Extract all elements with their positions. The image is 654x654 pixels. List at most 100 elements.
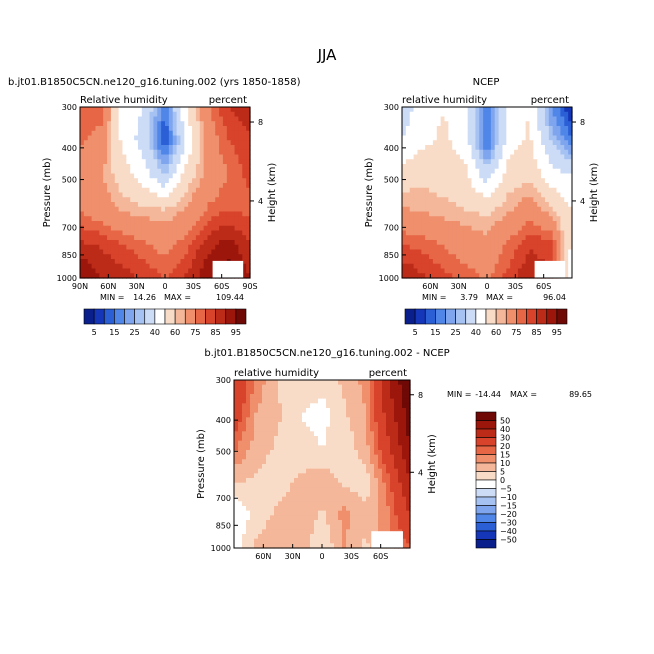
heatmap-cell xyxy=(254,534,259,540)
heatmap-cell xyxy=(506,178,511,184)
heatmap-cell xyxy=(517,111,523,118)
heatmap-cell xyxy=(502,187,507,194)
heatmap-cell xyxy=(568,149,573,156)
heatmap-cell xyxy=(541,211,546,217)
heatmap-cell xyxy=(176,159,182,165)
heatmap-cell xyxy=(448,202,453,208)
heatmap-cell xyxy=(130,197,135,203)
heatmap-cell xyxy=(274,422,279,428)
heatmap-cell xyxy=(122,183,127,189)
heatmap-cell xyxy=(517,116,523,122)
heatmap-cell xyxy=(456,173,461,179)
heatmap-cell xyxy=(533,168,538,175)
heatmap-cell xyxy=(326,534,331,540)
heatmap-cell xyxy=(118,149,124,156)
heatmap-cell xyxy=(246,111,251,118)
heatmap-cell xyxy=(219,249,224,255)
heatmap-cell xyxy=(314,496,319,502)
heatmap-cell xyxy=(222,211,228,217)
heatmap-cell xyxy=(137,164,143,170)
heatmap-cell xyxy=(215,240,220,246)
heatmap-cell xyxy=(479,135,484,141)
heatmap-cell xyxy=(266,492,271,498)
colorbar-swatch xyxy=(475,462,497,472)
heatmap-cell xyxy=(354,403,359,409)
heatmap-cell xyxy=(448,216,453,222)
heatmap-cell xyxy=(130,164,135,170)
heatmap-cell xyxy=(246,230,251,236)
heatmap-cell xyxy=(298,515,303,521)
heatmap-cell xyxy=(398,515,403,521)
heatmap-cell xyxy=(134,111,139,118)
heatmap-cell xyxy=(238,254,243,260)
heatmap-cell xyxy=(130,230,135,236)
heatmap-cell xyxy=(334,450,339,456)
heatmap-cell xyxy=(537,187,542,194)
heatmap-cell xyxy=(366,450,371,456)
heatmap-cell xyxy=(141,149,147,156)
heatmap-cell xyxy=(429,192,434,198)
heatmap-cell xyxy=(246,520,251,526)
heatmap-cell xyxy=(91,273,97,279)
heatmap-cell xyxy=(448,240,453,246)
heatmap-cell xyxy=(502,273,507,279)
heatmap-cell xyxy=(386,487,391,493)
heatmap-cell xyxy=(310,520,315,526)
heatmap-cell xyxy=(440,240,446,246)
heatmap-cell xyxy=(153,154,158,160)
heatmap-cell xyxy=(463,168,469,175)
heatmap-cell xyxy=(270,520,275,526)
heatmap-cell xyxy=(374,398,379,404)
heatmap-cell xyxy=(568,107,573,113)
heatmap-cell xyxy=(440,249,446,255)
heatmap-cell xyxy=(134,126,139,132)
heatmap-cell xyxy=(386,389,391,395)
heatmap-cell xyxy=(137,187,143,194)
heatmap-cell xyxy=(548,230,554,236)
heatmap-cell xyxy=(122,192,127,198)
heatmap-cell xyxy=(358,384,363,390)
heatmap-cell xyxy=(149,202,155,208)
heatmap-cell xyxy=(246,240,251,246)
heatmap-cell xyxy=(184,206,189,213)
heatmap-cell xyxy=(322,436,327,442)
heatmap-cell xyxy=(475,221,480,227)
heatmap-cell xyxy=(286,501,291,507)
heatmap-cell xyxy=(165,197,170,203)
heatmap-cell xyxy=(334,380,339,386)
heatmap-cell xyxy=(498,240,504,246)
heatmap-cell xyxy=(270,431,275,437)
heatmap-cell xyxy=(302,524,307,530)
heatmap-cell xyxy=(456,268,461,274)
heatmap-cell xyxy=(310,412,315,418)
heatmap-cell xyxy=(322,426,327,432)
heatmap-cell xyxy=(429,183,434,189)
heatmap-cell xyxy=(394,464,399,470)
heatmap-cell xyxy=(490,159,496,165)
heatmap-cell xyxy=(145,183,151,189)
colorbar-swatch xyxy=(475,428,497,438)
heatmap-cell xyxy=(342,422,347,428)
heatmap-cell xyxy=(487,197,492,203)
heatmap-cell xyxy=(274,529,279,535)
heatmap-cell xyxy=(161,164,166,170)
heatmap-cell xyxy=(456,254,461,260)
heatmap-cell xyxy=(533,221,538,227)
heatmap-cell xyxy=(498,159,504,165)
heatmap-cell xyxy=(230,192,236,198)
heatmap-cell xyxy=(258,426,263,432)
heatmap-cell xyxy=(222,154,228,160)
heatmap-cell xyxy=(165,249,170,255)
heatmap-cell xyxy=(378,398,383,404)
heatmap-cell xyxy=(498,202,504,208)
heatmap-cell xyxy=(211,135,216,141)
heatmap-cell xyxy=(262,478,267,484)
heatmap-cell xyxy=(346,412,351,418)
heatmap-cell xyxy=(91,192,97,198)
min-label: MIN = xyxy=(447,390,472,399)
heatmap-cell xyxy=(322,510,327,516)
heatmap-cell xyxy=(278,417,283,423)
heatmap-cell xyxy=(184,145,189,151)
heatmap-cell xyxy=(386,450,391,456)
heatmap-cell xyxy=(172,268,178,274)
